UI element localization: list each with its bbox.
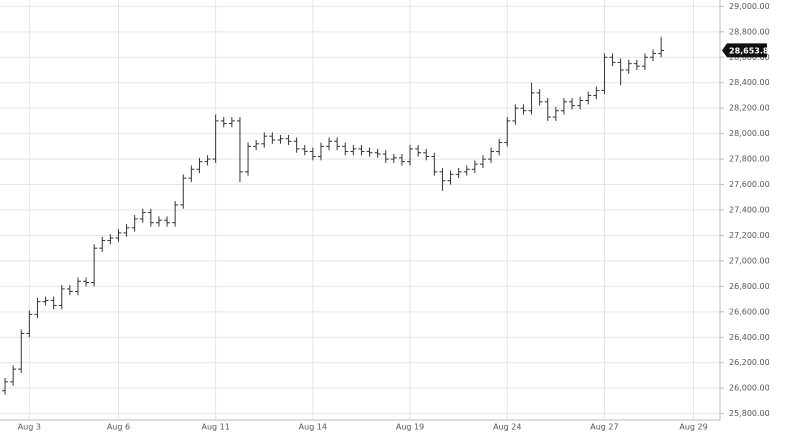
y-tick-label: 27,800.00	[729, 155, 770, 164]
x-tick-label: Aug 14	[299, 423, 327, 432]
y-tick-label: 26,000.00	[729, 384, 770, 393]
last-value-tag	[722, 43, 767, 58]
y-tick-label: 26,200.00	[729, 358, 770, 367]
grid	[0, 0, 720, 420]
y-tick-label: 28,000.00	[729, 129, 770, 138]
x-tick-label: Aug 19	[396, 423, 424, 432]
x-tick-label: Aug 6	[107, 423, 130, 432]
last-value-label: 28,653.87	[729, 46, 774, 55]
x-tick-label: Aug 27	[590, 423, 618, 432]
y-tick-label: 26,800.00	[729, 282, 770, 291]
y-tick-label: 27,600.00	[729, 180, 770, 189]
y-tick-label: 27,200.00	[729, 231, 770, 240]
y-tick-label: 29,000.00	[729, 2, 770, 11]
y-tick-label: 26,600.00	[729, 307, 770, 316]
y-tick-label: 28,200.00	[729, 104, 770, 113]
y-tick-label: 28,800.00	[729, 27, 770, 36]
y-tick-label: 26,400.00	[729, 333, 770, 342]
y-tick-label: 27,000.00	[729, 256, 770, 265]
y-tick-label: 27,400.00	[729, 206, 770, 215]
x-tick-label: Aug 29	[679, 423, 707, 432]
x-tick-label: Aug 11	[201, 423, 229, 432]
x-tick-label: Aug 3	[18, 423, 41, 432]
x-tick-label: Aug 24	[493, 423, 521, 432]
y-tick-label: 25,800.00	[729, 409, 770, 418]
y-tick-label: 28,400.00	[729, 78, 770, 87]
